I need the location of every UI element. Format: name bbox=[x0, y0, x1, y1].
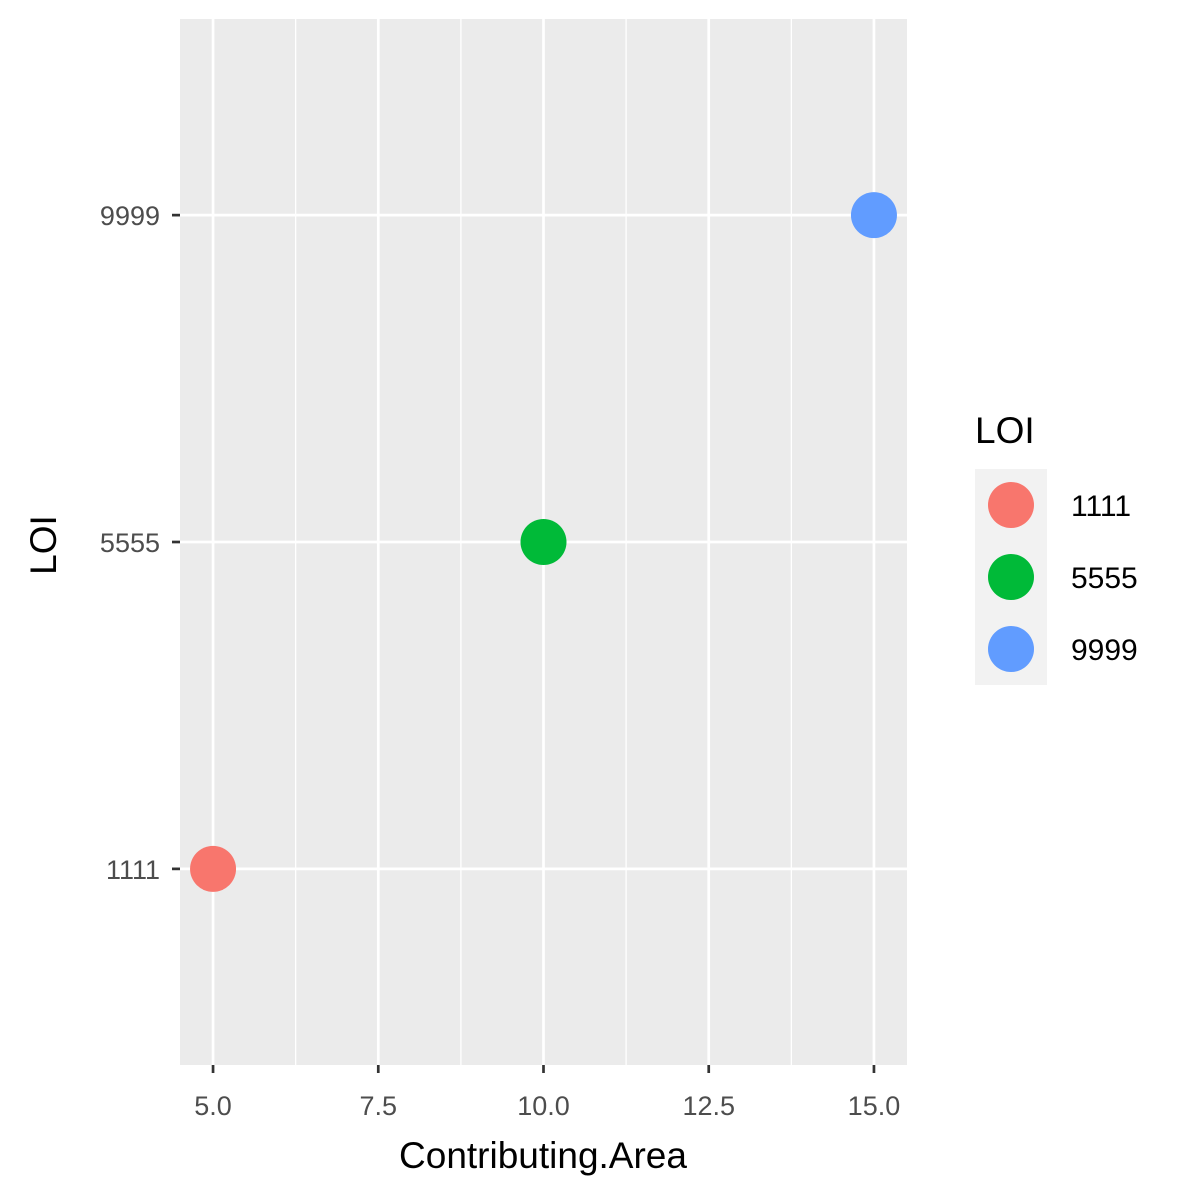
y-tick-label: 9999 bbox=[100, 201, 160, 231]
x-tick-label: 7.5 bbox=[359, 1091, 397, 1121]
x-tick-label: 15.0 bbox=[848, 1091, 901, 1121]
y-axis: 1111 5555 9999 bbox=[100, 201, 180, 885]
legend-key-1111 bbox=[988, 482, 1034, 528]
x-tick-label: 5.0 bbox=[194, 1091, 232, 1121]
y-tick-label: 5555 bbox=[100, 528, 160, 558]
x-axis: 5.0 7.5 10.0 12.5 15.0 bbox=[194, 1065, 900, 1121]
x-tick-label: 10.0 bbox=[517, 1091, 570, 1121]
y-tick-label: 1111 bbox=[106, 855, 160, 885]
legend-label-9999: 9999 bbox=[1071, 634, 1138, 667]
data-point-5555 bbox=[520, 519, 567, 565]
legend: LOI 1111 5555 9999 bbox=[975, 410, 1138, 685]
data-points bbox=[190, 192, 897, 892]
legend-key-5555 bbox=[988, 554, 1034, 600]
y-axis-title: LOI bbox=[23, 515, 64, 575]
legend-key-9999 bbox=[988, 626, 1034, 672]
legend-label-1111: 1111 bbox=[1071, 490, 1131, 523]
legend-label-5555: 5555 bbox=[1071, 562, 1138, 595]
data-point-9999 bbox=[850, 192, 897, 239]
x-axis-title: Contributing.Area bbox=[399, 1135, 687, 1176]
legend-title: LOI bbox=[975, 410, 1035, 451]
x-tick-label: 12.5 bbox=[682, 1091, 735, 1121]
data-point-1111 bbox=[190, 845, 237, 892]
